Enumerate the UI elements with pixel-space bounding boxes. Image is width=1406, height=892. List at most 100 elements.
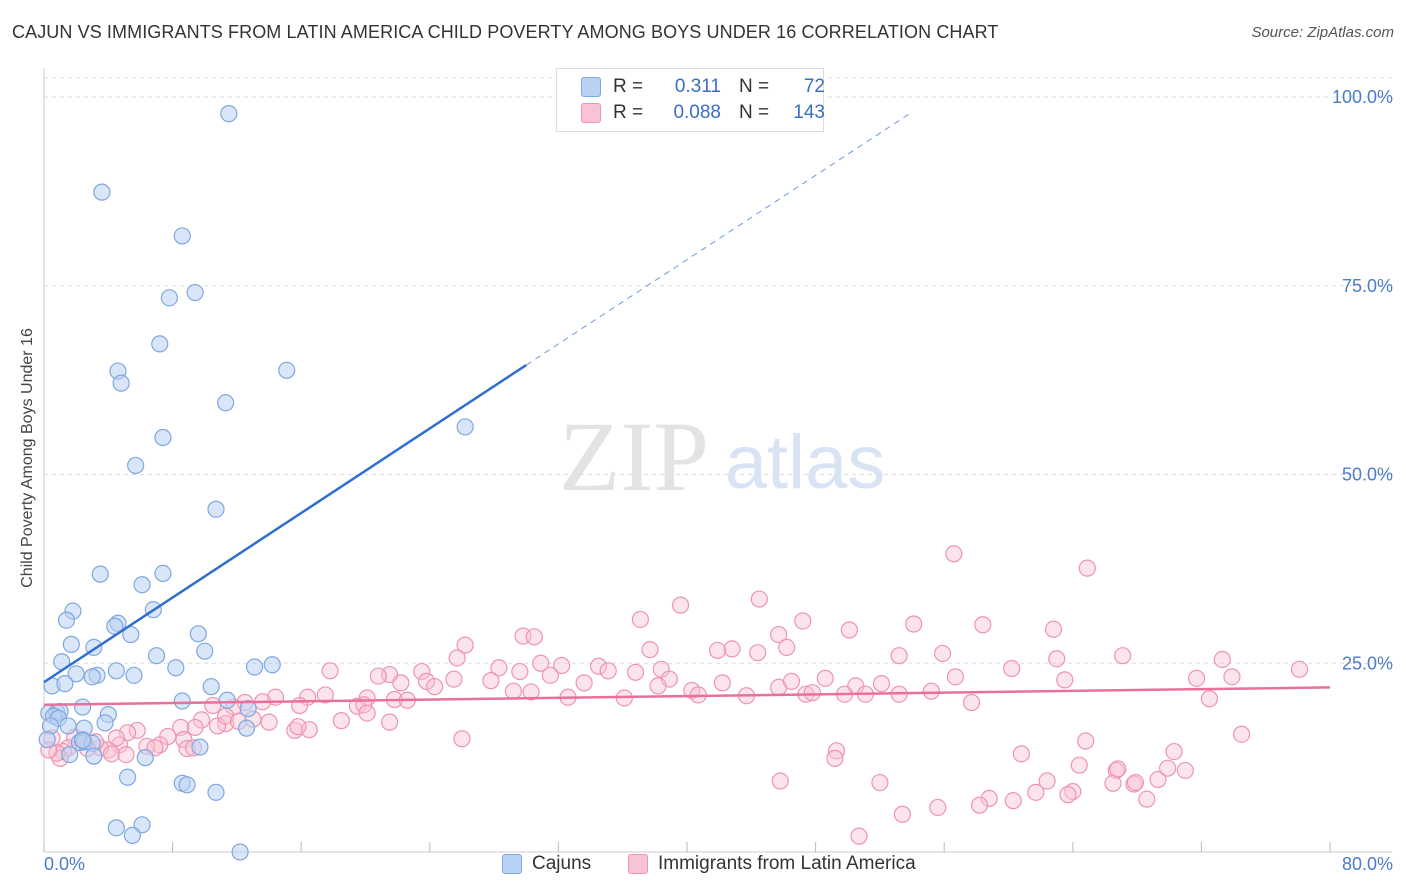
latin-america-point — [1200, 690, 1219, 708]
cajun-point — [56, 675, 74, 693]
cajun-point — [136, 749, 154, 767]
latin-america-point — [794, 612, 812, 630]
latin-america-point — [1138, 790, 1156, 808]
latin-america-point — [929, 798, 947, 817]
cajun-point — [151, 335, 169, 353]
cajun-point — [147, 647, 166, 665]
latin-america-point — [151, 736, 169, 754]
latin-america-point — [482, 672, 500, 690]
cajun-point — [93, 183, 111, 201]
latin-america-point — [1056, 671, 1074, 689]
latin-america-point — [641, 641, 659, 659]
trend-lines — [43, 111, 1331, 707]
latin-america-point — [1187, 669, 1206, 687]
latin-america-point — [980, 789, 998, 807]
cajun-point — [154, 564, 172, 583]
cajun-point — [231, 843, 249, 861]
latin-america-point — [448, 649, 466, 667]
cajun-point — [91, 565, 109, 583]
cajun-point — [123, 826, 142, 844]
watermark: ZIP atlas — [559, 401, 885, 512]
latin-america-point — [599, 662, 617, 680]
latin-america-point — [933, 644, 952, 663]
latin-america-point — [1064, 782, 1082, 801]
bottom-legend-cajuns-label: Cajuns — [532, 853, 592, 874]
latin-america-point — [332, 712, 350, 730]
latin-america-point — [1232, 725, 1251, 743]
latin-america-point — [1223, 668, 1241, 686]
cajun-point — [85, 747, 103, 765]
latin-america-point — [1048, 650, 1066, 668]
bottom-legend-latin: Immigrants from Latin America — [628, 852, 916, 876]
latin-america-point — [708, 641, 727, 660]
cajun-point — [178, 776, 196, 794]
latin-america-point — [649, 677, 667, 695]
bottom-legend-latin-label: Immigrants from Latin America — [658, 853, 916, 874]
latin-america-point — [962, 693, 981, 712]
tick-labels: 25.0% 50.0% 75.0% 100.0% 0.0% 80.0% — [44, 87, 1393, 874]
latin-america-point — [413, 662, 431, 681]
cajun-point — [207, 783, 225, 801]
cajun-point — [186, 283, 204, 302]
legend-row-latin: R = 0.088 N = 143 — [581, 101, 825, 125]
latin-america-point — [1012, 745, 1030, 763]
latin-america-point — [1038, 772, 1056, 790]
latin-america-point — [392, 674, 410, 692]
cajun-point — [189, 625, 207, 643]
cajun-point — [61, 746, 79, 764]
cajun-point — [107, 662, 125, 680]
cajun-point — [118, 768, 137, 786]
cajun-point — [173, 692, 191, 710]
cajun-point — [278, 361, 296, 379]
latin-america-point — [872, 675, 891, 693]
cajun-point — [133, 816, 151, 834]
latin-america-point — [750, 590, 768, 608]
latin-america-point — [890, 647, 908, 665]
cajun-point — [67, 665, 85, 683]
x-tick-label-max: 80.0% — [1342, 854, 1393, 874]
cajun-point — [456, 418, 474, 436]
cajun-point — [83, 668, 101, 686]
y-tick-label: 25.0% — [1342, 653, 1393, 673]
cajun-point — [191, 738, 209, 756]
chart-title: CAJUN VS IMMIGRANTS FROM LATIN AMERICA C… — [12, 22, 999, 42]
latin-america-point — [1165, 742, 1183, 761]
latin-swatch — [628, 854, 648, 874]
latin-america-point — [453, 730, 471, 748]
bottom-legend-cajuns: Cajuns — [502, 852, 591, 876]
latin-america-point — [204, 696, 222, 715]
cajun-point — [62, 635, 80, 653]
legend-n-value: 72 — [803, 76, 825, 97]
latin-america-point — [490, 659, 508, 677]
cajun-point — [38, 730, 56, 749]
cajun-point — [73, 698, 92, 716]
latin-america-point — [381, 713, 399, 731]
latin-america-point — [522, 683, 540, 701]
latin-america-point — [1104, 774, 1122, 792]
latin-america-point — [369, 667, 387, 685]
latin-america-point — [553, 656, 571, 675]
latin-swatch — [581, 103, 601, 123]
legend-n-label: N = — [739, 102, 770, 123]
latin-america-point — [713, 674, 731, 692]
legend-r-value: 0.088 — [673, 102, 721, 123]
latin-america-point — [1213, 650, 1231, 669]
cajun-point — [263, 656, 281, 674]
legend-n-label: N = — [739, 76, 770, 97]
cajun-point — [96, 714, 114, 732]
cajun-point — [202, 678, 220, 696]
cajun-point — [73, 731, 92, 749]
cajun-point — [133, 576, 151, 594]
latin-america-point — [1109, 760, 1127, 778]
latin-america-point — [974, 616, 992, 634]
legend-r-label: R = — [613, 102, 644, 123]
latin-america-point — [300, 721, 318, 739]
latin-america-point — [778, 638, 796, 656]
cajun-point — [207, 500, 225, 518]
latin-america-point — [1290, 660, 1309, 678]
latin-america-point — [1159, 759, 1177, 777]
latin-america-point — [631, 610, 649, 629]
latin-america-point — [504, 682, 522, 700]
latin-america-point — [1149, 770, 1167, 789]
